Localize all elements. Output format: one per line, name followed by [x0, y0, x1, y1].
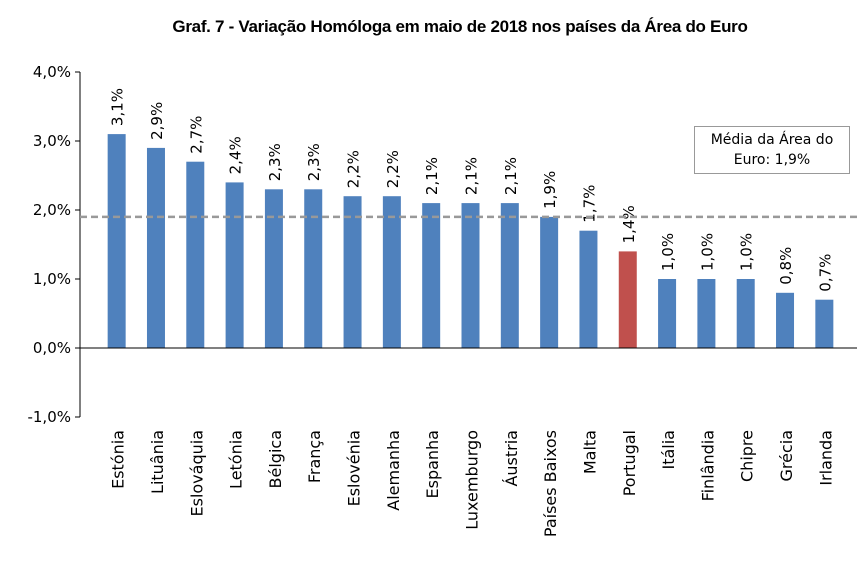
value-label: 2,1%	[463, 157, 481, 195]
bar	[264, 189, 283, 348]
value-label: 2,1%	[423, 157, 441, 195]
x-tick-label: Chipre	[738, 430, 757, 482]
x-tick-label: Alemanha	[384, 430, 403, 511]
bar	[107, 134, 126, 348]
y-tick-label: -1,0%	[27, 408, 71, 426]
bar	[343, 196, 362, 348]
x-tick-label: Luxemburgo	[463, 430, 482, 530]
value-label: 2,2%	[345, 150, 363, 188]
annotation: Média da Área do Euro: 1,9%	[694, 126, 850, 174]
bar	[776, 292, 795, 348]
bar	[815, 299, 834, 348]
value-label: 2,3%	[266, 143, 284, 181]
value-label: 1,0%	[659, 233, 677, 271]
y-tick-label: 1,0%	[33, 270, 71, 288]
bar	[736, 279, 755, 348]
bar	[186, 161, 205, 348]
bar	[304, 189, 323, 348]
value-label: 2,1%	[502, 157, 520, 195]
y-tick-label: 4,0%	[33, 63, 71, 81]
value-label: 1,0%	[698, 233, 716, 271]
x-tick-label: Estónia	[109, 430, 128, 489]
x-tick-label: Finlândia	[698, 430, 717, 501]
x-tick-label: Lituânia	[148, 430, 167, 494]
bar	[618, 251, 637, 348]
value-label: 3,1%	[109, 88, 127, 126]
bar	[697, 279, 716, 348]
x-tick-label: Espanha	[423, 430, 442, 499]
y-tick-label: 3,0%	[33, 132, 71, 150]
x-tick-label: Áustria	[502, 430, 521, 487]
value-label: 1,0%	[738, 233, 756, 271]
bar	[461, 203, 480, 348]
value-label: 2,7%	[187, 116, 205, 154]
x-tick-label: Bélgica	[266, 430, 285, 488]
x-tick-label: Malta	[580, 430, 599, 474]
value-label: 1,9%	[541, 171, 559, 209]
value-label: 2,4%	[227, 136, 245, 174]
bar	[225, 182, 244, 348]
x-tick-label: França	[305, 430, 324, 483]
x-tick-label: Eslováquia	[187, 430, 206, 517]
chart-title: Graf. 7 - Variação Homóloga em maio de 2…	[172, 17, 748, 36]
bar	[579, 230, 598, 348]
x-tick-label: Países Baixos	[541, 430, 560, 537]
x-tick-label: Eslovénia	[345, 430, 364, 506]
value-label: 2,3%	[305, 143, 323, 181]
x-tick-label: Irlanda	[816, 430, 835, 486]
bar	[658, 279, 677, 348]
bar	[382, 196, 401, 348]
y-tick-label: 2,0%	[33, 201, 71, 219]
y-tick-label: 0,0%	[33, 339, 71, 357]
bar	[500, 203, 519, 348]
x-tick-label: Letónia	[227, 430, 246, 489]
bar	[540, 216, 559, 348]
x-tick-label: Itália	[659, 430, 678, 470]
value-label: 1,4%	[620, 205, 638, 243]
x-tick-label: Grécia	[777, 430, 796, 482]
value-label: 1,7%	[580, 185, 598, 223]
value-label: 0,7%	[816, 254, 834, 292]
value-label: 2,2%	[384, 150, 402, 188]
bar	[422, 203, 441, 348]
value-label: 2,9%	[148, 102, 166, 140]
x-tick-label: Portugal	[620, 430, 639, 496]
value-label: 0,8%	[777, 247, 795, 285]
bar	[146, 147, 165, 348]
